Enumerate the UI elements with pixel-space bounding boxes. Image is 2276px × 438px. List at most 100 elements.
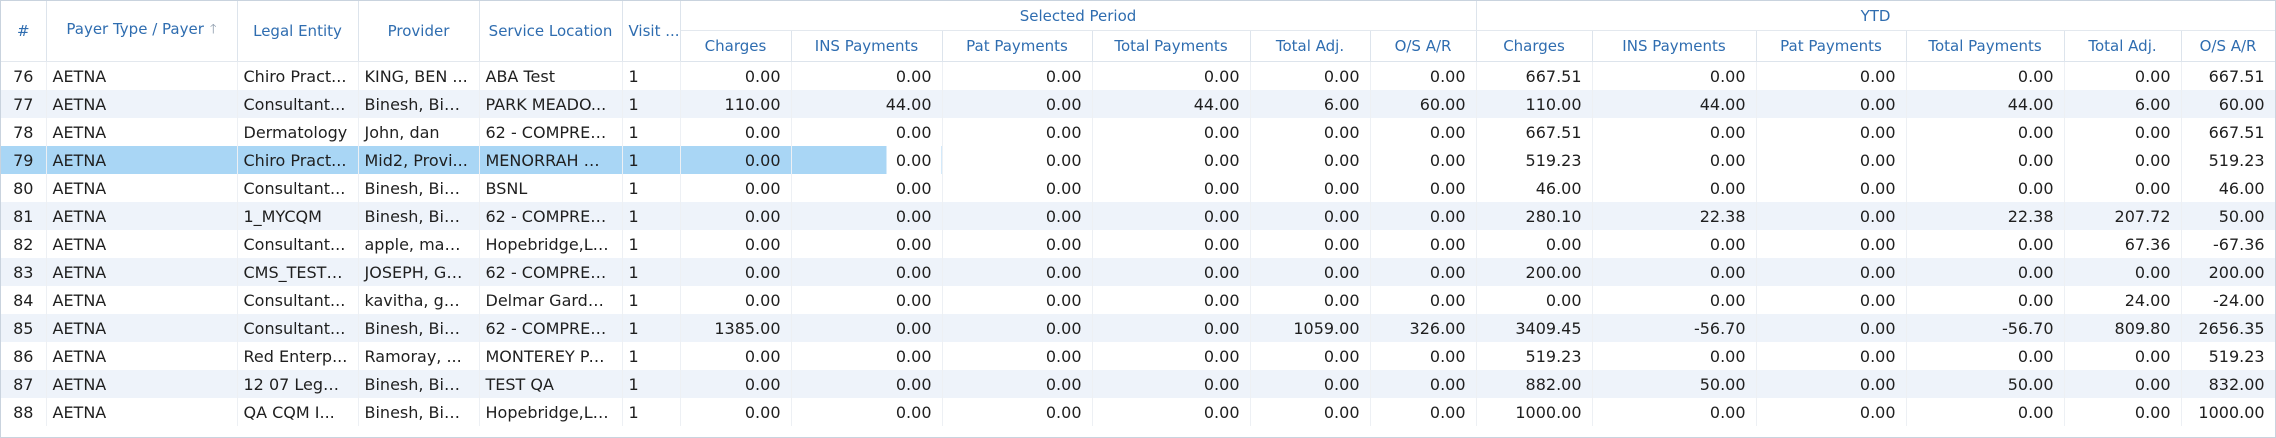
row-number: 76 bbox=[1, 61, 47, 90]
cell-sp-total-adj: 0.00 bbox=[1250, 258, 1371, 286]
cell-ytd-ins-payments: 22.38 bbox=[1592, 202, 1757, 230]
column-header-legal-entity[interactable]: Legal Entity bbox=[237, 1, 359, 62]
cell-sp-pat-payments: 0.00 bbox=[942, 174, 1093, 202]
cell-service-location: BSNL bbox=[479, 174, 623, 202]
cell-ytd-os-ar: 667.51 bbox=[2181, 118, 2275, 146]
column-header-ytd-pat-payments[interactable]: Pat Payments bbox=[1756, 30, 1907, 62]
cell-ytd-os-ar: 1000.00 bbox=[2181, 398, 2275, 426]
cell-sp-ins-payments: 0.00 bbox=[791, 202, 943, 230]
table-row[interactable]: 86 AETNA Red Enterp... Ramoray, ... MONT… bbox=[1, 342, 2275, 370]
column-header-sp-charges[interactable]: Charges bbox=[680, 30, 792, 62]
cell-payer: AETNA bbox=[46, 61, 238, 90]
cell-sp-ins-payments: 44.00 bbox=[791, 90, 943, 118]
cell-provider: Binesh, Bin... bbox=[358, 202, 480, 230]
cell-provider: Ramoray, ... bbox=[358, 342, 480, 370]
table-row[interactable]: 81 AETNA 1_MYCQM Binesh, Bin... 62 - COM… bbox=[1, 202, 2275, 230]
cell-sp-total-payments: 0.00 bbox=[1092, 286, 1251, 314]
cell-sp-os-ar: 0.00 bbox=[1370, 258, 1477, 286]
cell-sp-pat-payments: 0.00 bbox=[942, 61, 1093, 90]
cell-visit: 1 bbox=[622, 90, 681, 118]
cell-visit: 1 bbox=[622, 286, 681, 314]
cell-legal-entity: CMS_TEST_... bbox=[237, 258, 359, 286]
cell-visit: 1 bbox=[622, 314, 681, 342]
cell-payer: AETNA bbox=[46, 90, 238, 118]
cell-sp-total-adj: 0.00 bbox=[1250, 61, 1371, 90]
cell-sp-total-payments: 0.00 bbox=[1092, 118, 1251, 146]
cell-service-location: ABA Test bbox=[479, 61, 623, 90]
cell-sp-os-ar: 0.00 bbox=[1370, 370, 1477, 398]
column-header-payer[interactable]: Payer Type / Payer 🡑 bbox=[46, 1, 238, 62]
cell-ytd-total-payments: 0.00 bbox=[1906, 174, 2065, 202]
column-header-ytd-charges[interactable]: Charges bbox=[1476, 30, 1593, 62]
cell-ytd-pat-payments: 0.00 bbox=[1756, 202, 1907, 230]
cell-provider: JOSEPH, GE... bbox=[358, 258, 480, 286]
cell-sp-total-payments: 0.00 bbox=[1092, 202, 1251, 230]
cell-ytd-os-ar: -67.36 bbox=[2181, 230, 2275, 258]
column-header-row-number[interactable]: # bbox=[1, 1, 47, 62]
column-header-ytd-ins-payments[interactable]: INS Payments bbox=[1592, 30, 1757, 62]
table-row[interactable]: 76 AETNA Chiro Pract... KING, BEN ... AB… bbox=[1, 61, 2275, 90]
cell-provider: Mid2, Provi... bbox=[358, 146, 480, 174]
table-row[interactable]: 77 AETNA Consultant... Binesh, Bin... PA… bbox=[1, 90, 2275, 118]
cell-ytd-ins-payments: 0.00 bbox=[1592, 398, 1757, 426]
column-header-visit[interactable]: Visit ... bbox=[622, 1, 681, 62]
column-header-provider[interactable]: Provider bbox=[358, 1, 480, 62]
column-header-ytd-total-payments[interactable]: Total Payments bbox=[1906, 30, 2065, 62]
column-header-payer-label: Payer Type / Payer bbox=[66, 19, 204, 38]
cell-sp-pat-payments: 0.00 bbox=[942, 314, 1093, 342]
column-header-sp-os-ar[interactable]: O/S A/R bbox=[1370, 30, 1477, 62]
cell-legal-entity: Red Enterp... bbox=[237, 342, 359, 370]
cell-sp-os-ar: 0.00 bbox=[1370, 174, 1477, 202]
row-number: 80 bbox=[1, 174, 47, 202]
cell-sp-total-adj: 0.00 bbox=[1250, 342, 1371, 370]
payer-report-table: # Payer Type / Payer 🡑 Legal Entity Provi… bbox=[1, 1, 2275, 426]
column-header-sp-total-adj[interactable]: Total Adj. bbox=[1250, 30, 1371, 62]
table-row[interactable]: 87 AETNA 12 07 Legal... Binesh, Bin... T… bbox=[1, 370, 2275, 398]
cell-ytd-total-payments: 0.00 bbox=[1906, 230, 2065, 258]
cell-ytd-charges: 1000.00 bbox=[1476, 398, 1593, 426]
column-header-ytd-total-adj[interactable]: Total Adj. bbox=[2064, 30, 2182, 62]
column-header-ytd-os-ar[interactable]: O/S A/R bbox=[2181, 30, 2275, 62]
cell-sp-total-adj: 0.00 bbox=[1250, 202, 1371, 230]
cell-ytd-ins-payments: 0.00 bbox=[1592, 230, 1757, 258]
column-header-sp-pat-payments[interactable]: Pat Payments bbox=[942, 30, 1093, 62]
cell-sp-pat-payments: 0.00 bbox=[942, 230, 1093, 258]
table-row[interactable]: 82 AETNA Consultant... apple, man... Hop… bbox=[1, 230, 2275, 258]
column-header-service-location[interactable]: Service Location bbox=[479, 1, 623, 62]
cell-sp-total-adj: 0.00 bbox=[1250, 370, 1371, 398]
table-row[interactable]: 78 AETNA Dermatology John, dan 62 - COMP… bbox=[1, 118, 2275, 146]
cell-ytd-charges: 519.23 bbox=[1476, 146, 1593, 174]
cell-ytd-total-payments: 0.00 bbox=[1906, 398, 2065, 426]
table-row[interactable]: 88 AETNA QA CQM I... Binesh, Bin... Hope… bbox=[1, 398, 2275, 426]
table-row-selected[interactable]: 79 AETNA Chiro Pract... Mid2, Provi... M… bbox=[1, 146, 2275, 174]
table-row[interactable]: 83 AETNA CMS_TEST_... JOSEPH, GE... 62 -… bbox=[1, 258, 2275, 286]
cell-ytd-charges: 667.51 bbox=[1476, 118, 1593, 146]
cell-sp-pat-payments: 0.00 bbox=[942, 90, 1093, 118]
table-row[interactable]: 80 AETNA Consultant... Binesh, Bin... BS… bbox=[1, 174, 2275, 202]
cell-sp-total-payments: 0.00 bbox=[1092, 61, 1251, 90]
cell-visit: 1 bbox=[622, 202, 681, 230]
cell-sp-os-ar: 0.00 bbox=[1370, 202, 1477, 230]
cell-ytd-total-payments: 0.00 bbox=[1906, 61, 2065, 90]
cell-sp-ins-payments: 0.00 bbox=[791, 286, 943, 314]
table-row[interactable]: 85 AETNA Consultant... Binesh, Bin... 62… bbox=[1, 314, 2275, 342]
cell-sp-charges: 0.00 bbox=[680, 202, 792, 230]
cell-sp-os-ar: 0.00 bbox=[1370, 286, 1477, 314]
cell-ytd-charges: 519.23 bbox=[1476, 342, 1593, 370]
table-row[interactable]: 84 AETNA Consultant... kavitha, ga... De… bbox=[1, 286, 2275, 314]
cell-service-location: 62 - COMPREH... bbox=[479, 202, 623, 230]
cell-service-location: 62 - COMPREH... bbox=[479, 258, 623, 286]
cell-sp-os-ar: 0.00 bbox=[1370, 230, 1477, 258]
cell-provider: Binesh, Bin... bbox=[358, 314, 480, 342]
column-header-sp-ins-payments[interactable]: INS Payments bbox=[791, 30, 943, 62]
cell-ytd-total-adj: 207.72 bbox=[2064, 202, 2182, 230]
cell-ytd-charges: 882.00 bbox=[1476, 370, 1593, 398]
cell-sp-os-ar: 326.00 bbox=[1370, 314, 1477, 342]
cell-sp-ins-payments: 0.00 bbox=[791, 258, 943, 286]
cell-ytd-ins-payments: 0.00 bbox=[1592, 342, 1757, 370]
cell-ytd-pat-payments: 0.00 bbox=[1756, 118, 1907, 146]
cell-provider: Binesh, Bin... bbox=[358, 398, 480, 426]
column-header-sp-total-payments[interactable]: Total Payments bbox=[1092, 30, 1251, 62]
arrow-up-icon[interactable]: 🡑 bbox=[209, 21, 217, 37]
